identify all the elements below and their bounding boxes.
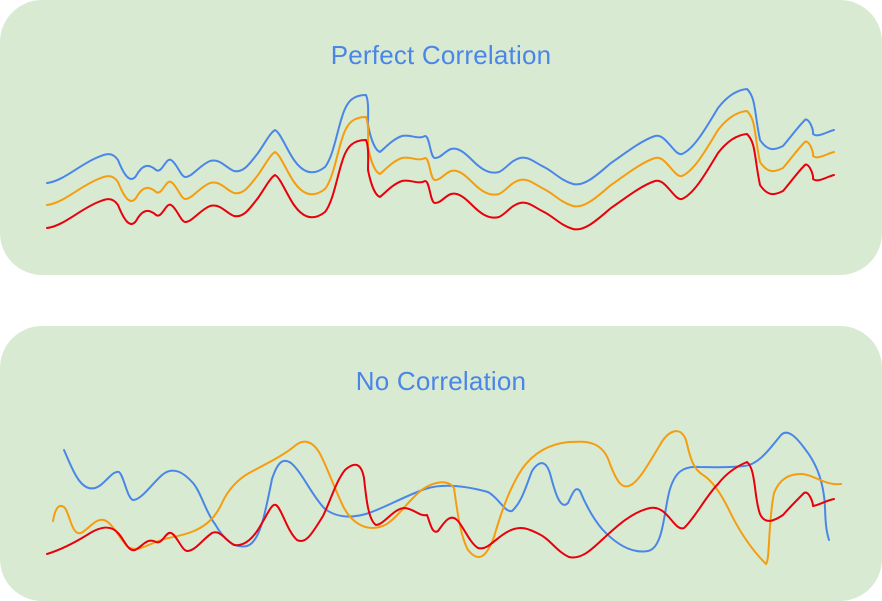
uncorrelated-red-series-line	[46, 461, 835, 559]
no-correlation-title: No Correlation	[355, 366, 527, 396]
uncorrelated-orange-series-line	[52, 430, 842, 565]
perfect-red-series-line	[46, 133, 835, 231]
perfect-blue-series-line	[46, 88, 835, 186]
perfect-correlation-plot	[46, 88, 835, 231]
perfect-correlation-panel: Perfect Correlation	[0, 0, 882, 275]
no-correlation-panel: No Correlation	[0, 326, 882, 601]
no-correlation-plot	[46, 430, 842, 565]
perfect-correlation-title: Perfect Correlation	[330, 40, 552, 70]
uncorrelated-blue-series-line	[63, 431, 830, 553]
perfect-orange-series-line	[46, 110, 835, 208]
